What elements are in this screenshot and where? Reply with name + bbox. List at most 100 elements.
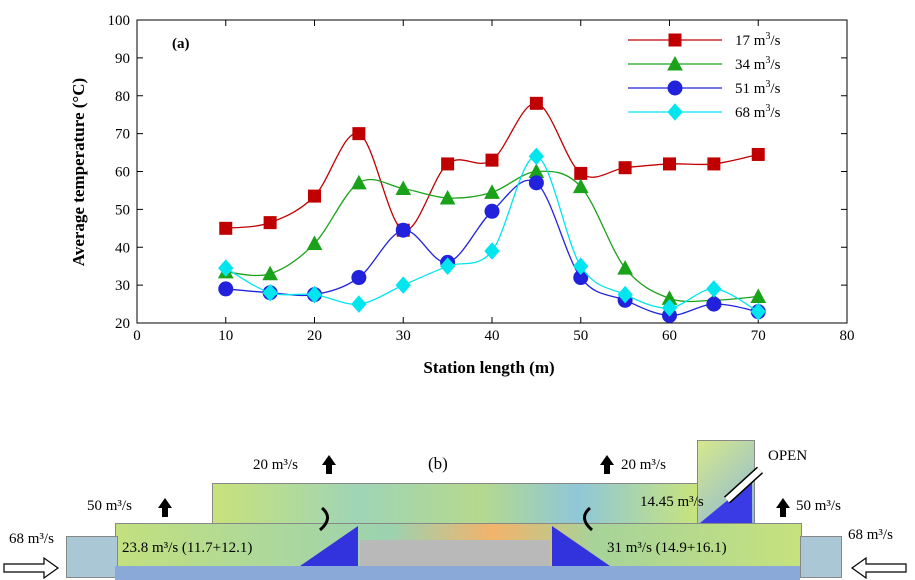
data-point (218, 281, 234, 297)
y-axis-label: Average temperature (°C) (69, 78, 88, 266)
data-point (439, 257, 456, 275)
y-tick-label: 20 (115, 316, 130, 332)
x-tick-label: 20 (307, 328, 322, 344)
flow-mid-left: 50 m³/s (87, 498, 132, 514)
y-tick-label: 40 (115, 240, 130, 256)
panel-b-label: (b) (428, 454, 448, 473)
data-point (574, 166, 588, 180)
chart-legend: 17 m3/s 34 m3/s 51 m3/s 68 m3/s (628, 31, 781, 121)
data-point (618, 161, 632, 175)
stair-left (300, 526, 358, 566)
x-tick-label: 40 (485, 328, 500, 344)
data-point (484, 184, 500, 199)
data-point (573, 257, 589, 275)
data-point (751, 147, 765, 161)
y-tick-label: 60 (115, 165, 130, 181)
data-point (750, 288, 767, 303)
data-point (528, 175, 544, 191)
open-label: OPEN (768, 448, 808, 464)
panel-a-label: (a) (172, 36, 190, 52)
legend-marker (668, 33, 682, 47)
flow-in-right: 68 m³/s (848, 527, 893, 543)
data-point (617, 285, 633, 304)
x-tick-label: 10 (218, 328, 233, 344)
flow-stair-left: 23.8 m³/s (11.7+12.1) (122, 540, 253, 556)
data-point (529, 96, 543, 110)
upper-concourse (212, 483, 700, 525)
x-tick-label: 80 (840, 328, 855, 344)
curl-arrow-left (318, 506, 329, 532)
curl-arrow-right (583, 506, 594, 532)
track-level (115, 566, 800, 580)
data-point (262, 265, 278, 281)
tunnel-left (66, 536, 118, 578)
legend-entry: 68 m3/s (628, 103, 781, 121)
data-point (707, 157, 721, 171)
exhaust-arrow-mid-right (776, 498, 790, 517)
stair-right (552, 526, 610, 566)
legend-label: 68 m3/s (735, 103, 781, 121)
exhaust-arrow-mid-left (158, 498, 172, 517)
data-point (395, 180, 412, 196)
data-point (395, 276, 411, 294)
data-point (306, 235, 323, 250)
platform-room (360, 540, 550, 566)
diagram-overlay (3, 466, 907, 580)
y-tick-label: 70 (115, 127, 130, 143)
data-point (661, 299, 678, 317)
data-point (706, 296, 722, 312)
data-point (395, 222, 411, 238)
flow-mid-right: 50 m³/s (796, 498, 841, 514)
chart-series (217, 96, 767, 323)
ventilation-diagram: (b) OPEN 20 m³/s 20 m³/s 50 m³/s 50 m³/s… (0, 440, 915, 580)
legend-marker (667, 55, 683, 71)
data-point (485, 153, 499, 167)
legend-marker (667, 80, 683, 96)
flow-stair-right: 31 m³/s (14.9+16.1) (607, 540, 727, 556)
x-tick-label: 30 (396, 328, 411, 344)
data-point (484, 203, 500, 219)
data-point (663, 157, 676, 171)
series-4 (218, 147, 766, 321)
y-tick-label: 50 (115, 202, 130, 218)
y-tick-label: 100 (108, 13, 131, 29)
data-point (572, 178, 589, 194)
x-tick-label: 50 (573, 328, 588, 344)
data-point (263, 216, 277, 230)
legend-marker (667, 103, 683, 121)
series-line (225, 155, 759, 313)
data-point (262, 283, 278, 302)
data-point (219, 221, 233, 235)
legend-label: 51 m3/s (735, 79, 781, 97)
data-point (484, 242, 500, 260)
series-1 (219, 96, 765, 237)
data-point (706, 280, 722, 298)
x-tick-label: 0 (133, 328, 141, 344)
data-point (439, 189, 456, 205)
exhaust-arrow-top-left (322, 455, 336, 474)
data-point (218, 259, 234, 277)
y-tick-label: 90 (115, 51, 130, 67)
y-tick-label: 80 (115, 89, 130, 105)
line-chart: 0 10 20 30 40 50 60 70 80 20 30 40 50 60 70 80 90 100 17 … (69, 13, 855, 377)
data-point (351, 174, 367, 190)
flow-open: 14.45 m³/s (640, 494, 704, 510)
y-tick-label: 30 (115, 278, 130, 294)
data-point (306, 285, 323, 304)
data-point (441, 157, 455, 171)
x-tick-label: 60 (662, 328, 677, 344)
data-point (750, 302, 766, 321)
inflow-arrow-right (850, 556, 907, 580)
inflow-arrow-left (3, 556, 60, 580)
legend-label: 17 m3/s (735, 31, 781, 49)
data-point (351, 270, 367, 286)
legend-entry: 17 m3/s (628, 31, 781, 49)
exhaust-arrow-top-right (600, 455, 614, 474)
series-2 (217, 163, 767, 307)
legend-label: 34 m3/s (735, 55, 781, 73)
x-axis-label: Station length (m) (423, 358, 554, 377)
flow-top-left: 20 m³/s (253, 457, 298, 473)
data-point (352, 127, 366, 141)
legend-entry: 51 m3/s (628, 79, 781, 97)
data-point (351, 295, 367, 313)
